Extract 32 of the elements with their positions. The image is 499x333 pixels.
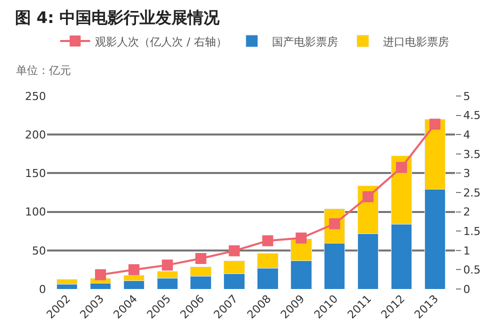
y-tick-label: 100 [25,206,46,219]
point [262,235,274,246]
point [128,264,140,276]
y2-tick-label: 0 [463,282,470,296]
point [162,260,173,271]
point [195,253,206,264]
y2-tick-label: 0.5 [463,264,481,277]
point [95,269,106,280]
legend-label: 观影人次（亿人次 / 右轴） [95,35,227,48]
y2-tick-label: 4 [463,128,470,142]
chart-title: 图 4: 中国电影行业发展情况 [14,8,221,27]
y-tick-label: 50 [32,244,46,258]
y-tick-label: 150 [25,167,46,180]
y-tick-label: 200 [25,128,46,142]
point [429,118,440,130]
point [228,245,240,256]
y2-tick-label: 2 [463,206,470,219]
y2-tick-label: 3.5 [463,148,481,161]
legend-label: 进口电影票房 [382,35,449,48]
point [296,232,307,244]
y2-tick-label: 5 [463,90,470,103]
y-tick-label: 250 [25,90,46,103]
y2-tick-label: 4.5 [463,109,481,122]
y2-tick-label: 3 [463,167,470,180]
y2-tick-label: 1.5 [463,224,481,238]
point [362,191,374,202]
y-tick-label: 0 [39,282,46,296]
point [396,162,407,173]
legend-label: 国产电影票房 [272,35,338,48]
y2-tick-label: 1 [463,244,470,258]
text: 单位：亿元 [16,64,71,77]
y2-tick-label: 2.5 [463,186,481,200]
